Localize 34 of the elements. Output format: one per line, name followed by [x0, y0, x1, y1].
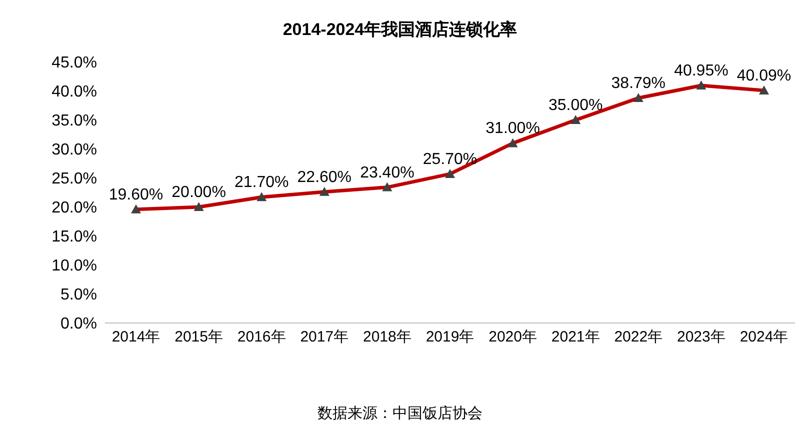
- x-tick-label: 2018年: [363, 328, 412, 346]
- y-tick-label: 20.0%: [52, 200, 97, 217]
- y-tick-label: 35.0%: [52, 112, 97, 130]
- source-note: 数据来源：中国饭店协会: [316, 404, 484, 423]
- data-label: 21.70%: [234, 174, 289, 192]
- chart-title: 2014-2024年我国酒店连锁化率: [282, 19, 518, 41]
- data-label: 19.60%: [108, 186, 164, 204]
- x-tick-label: 2015年: [174, 328, 223, 346]
- data-label: 31.00%: [486, 120, 540, 138]
- y-tick-label: 10.0%: [52, 258, 97, 275]
- data-label: 38.79%: [611, 75, 666, 92]
- data-label: 40.09%: [736, 67, 792, 84]
- data-label: 40.95%: [674, 62, 728, 80]
- data-label: 35.00%: [548, 97, 603, 114]
- x-tick-label: 2019年: [426, 328, 474, 346]
- y-tick-label: 25.0%: [52, 170, 97, 188]
- x-tick-label: 2017年: [300, 328, 349, 346]
- x-tick-label: 2016年: [237, 328, 286, 346]
- y-tick-label: 45.0%: [52, 54, 97, 72]
- data-label: 20.00%: [172, 184, 226, 201]
- y-tick-label: 0.0%: [60, 316, 97, 333]
- y-tick-label: 40.0%: [52, 84, 97, 101]
- y-tick-label: 5.0%: [60, 286, 97, 304]
- x-tick-label: 2014年: [112, 328, 160, 346]
- x-tick-label: 2023年: [677, 328, 726, 346]
- y-tick-label: 30.0%: [52, 142, 97, 159]
- x-tick-label: 2022年: [614, 328, 663, 346]
- data-label: 22.60%: [297, 168, 352, 186]
- data-label: 25.70%: [422, 150, 478, 168]
- y-tick-label: 15.0%: [52, 228, 97, 246]
- data-label: 23.40%: [360, 164, 414, 182]
- x-tick-label: 2024年: [740, 328, 788, 346]
- x-tick-label: 2020年: [488, 328, 537, 346]
- x-tick-label: 2021年: [551, 328, 600, 346]
